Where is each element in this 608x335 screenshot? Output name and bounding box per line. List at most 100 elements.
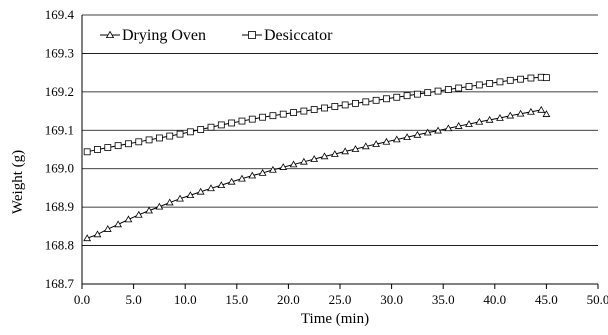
data-point-triangle [176,194,184,202]
data-point-square [248,115,256,123]
legend: Drying Oven Desiccator [100,27,333,44]
data-point-triangle [372,140,381,147]
data-point-triangle [413,130,422,138]
y-tick-label: 168.9 [45,199,74,214]
data-point-square [424,89,432,97]
data-point-square [94,146,101,153]
y-tick-label: 168.8 [45,238,74,253]
data-point-triangle [155,202,164,210]
data-point-triangle [124,215,133,223]
data-point-square [114,142,122,150]
data-point-square [434,87,442,95]
x-tick-label: 15.0 [225,292,248,307]
data-point-square [465,83,473,90]
data-point-square [186,128,194,136]
data-point-triangle [361,142,370,150]
legend-marker-square [248,31,256,39]
data-point-square [475,81,483,89]
data-point-triangle [299,157,308,165]
y-tick-label: 169.2 [45,84,74,99]
data-point-square [413,90,421,98]
data-point-square [207,123,215,131]
data-point-square [486,80,494,87]
data-point-square [155,134,163,142]
data-point-triangle [186,191,195,199]
data-point-square [83,148,91,156]
data-point-triangle [83,234,92,242]
data-point-triangle [341,147,350,155]
data-point-square [496,78,504,86]
data-point-square [331,103,339,110]
data-point-triangle [93,230,102,238]
data-point-square [197,126,205,133]
data-point-triangle [279,163,288,170]
data-point-triangle [258,168,267,176]
legend-marker-triangle [105,30,115,39]
data-point-square [527,74,535,82]
x-tick-label: 20.0 [277,292,300,307]
x-tick-label: 25.0 [329,292,352,307]
data-point-triangle [145,206,153,214]
data-point-triangle [465,120,473,127]
data-point-square [217,121,225,129]
data-point-triangle [269,165,277,173]
data-point-triangle [248,171,257,179]
data-point-triangle [403,133,411,141]
data-point-triangle [207,184,215,192]
data-point-triangle [320,152,329,160]
data-point-triangle [217,181,226,189]
legend-item-drying-oven: Drying Oven [100,27,206,44]
data-point-triangle [537,105,546,113]
data-point-triangle [165,198,174,206]
data-point-square [228,119,236,127]
data-point-square [352,99,359,107]
data-point-square [403,92,411,100]
data-point-square [444,86,452,93]
y-axis-title: Weight (g) [10,150,26,214]
data-point-triangle [454,122,463,129]
series-line [87,76,547,153]
x-tick-label: 30.0 [380,292,403,307]
data-point-square [166,132,174,140]
data-point-triangle [423,128,432,136]
data-point-square [104,144,112,151]
data-point-square [135,138,143,146]
x-tick-label: 10.0 [174,292,197,307]
data-point-square [279,110,287,118]
data-point-square [517,75,524,83]
legend-label: Desiccator [264,27,333,44]
legend-item-desiccator: Desiccator [242,27,333,44]
x-tick-label: 50.0 [587,292,608,307]
data-point-square [383,95,390,103]
data-point-triangle [542,110,551,117]
data-point-square [238,117,246,125]
data-point-square [176,130,184,138]
y-tick-label: 168.7 [45,276,75,291]
data-point-square [393,93,401,101]
y-tick-label: 169.3 [45,45,74,60]
y-tick-label: 169.0 [45,161,74,176]
x-tick-label: 0.0 [74,292,90,307]
data-point-triangle [351,145,360,152]
data-point-triangle [238,174,246,182]
series-plot-area [83,73,551,242]
data-point-triangle [310,155,319,162]
data-point-square [300,107,308,115]
data-point-square [321,104,328,112]
legend-label: Drying Oven [122,27,206,44]
data-point-square [125,140,132,148]
x-tick-label: 5.0 [125,292,141,307]
data-point-square [543,74,550,82]
data-point-triangle [289,160,298,168]
data-point-triangle [114,220,123,228]
data-point-triangle [434,126,442,134]
data-point-triangle [496,113,504,121]
data-point-triangle [475,117,484,125]
x-tick-label: 45.0 [535,292,558,307]
x-tick-label: 40.0 [483,292,506,307]
axes: 168.7 168.8 168.9 169.0 169.1 169.2 169.3 169.4… [45,7,608,307]
y-tick-label: 169.1 [45,122,74,137]
data-point-triangle [196,187,205,195]
